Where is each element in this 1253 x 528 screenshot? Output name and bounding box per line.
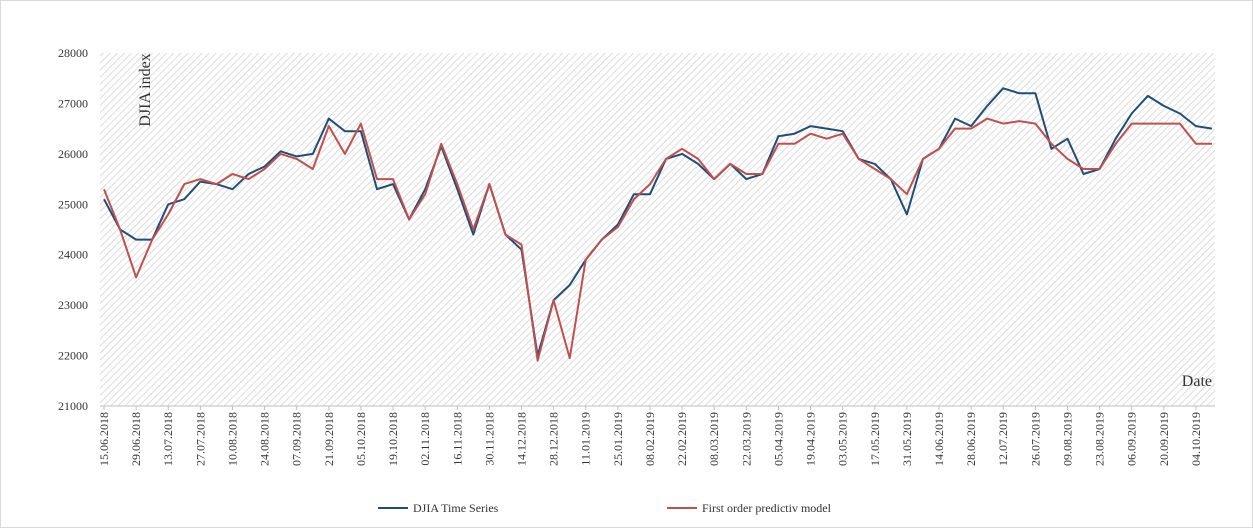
legend-label: First order predictiv model [702,501,832,515]
x-tick-label: 28.06.2019 [964,412,978,466]
x-tick-label: 07.09.2018 [290,412,304,466]
y-tick-label: 28000 [58,46,88,60]
series-line [103,117,1212,362]
x-tick-label: 22.03.2019 [739,412,753,466]
x-tick-label: 25.01.2019 [611,412,625,466]
x-tick-label: 04.10.2019 [1189,412,1203,466]
y-tick-label: 23000 [58,298,88,312]
x-tick-label: 30.11.2018 [482,412,496,466]
x-tick-label: 03.05.2019 [836,412,850,466]
x-tick-label: 15.06.2018 [97,412,111,466]
x-tick-label: 10.08.2018 [225,412,239,466]
y-tick-label: 25000 [58,197,88,211]
y-tick-label: 27000 [58,96,88,110]
x-tick-label: 14.06.2019 [932,412,946,466]
x-tick-label: 20.09.2019 [1157,412,1171,466]
x-axis-label: Date [1182,373,1212,390]
x-tick-label: 13.07.2018 [161,412,175,466]
y-tick-label: 22000 [58,349,88,363]
y-axis-label: DJIA index [137,53,154,126]
x-tick-label: 05.04.2019 [771,412,785,466]
plot-area [100,53,1215,406]
x-tick-label: 27.07.2018 [193,412,207,466]
x-tick-label: 16.11.2018 [450,412,464,466]
x-tick-label: 08.02.2019 [643,412,657,466]
x-tick-label: 02.11.2018 [418,412,432,466]
x-tick-label: 08.03.2019 [707,412,721,466]
x-tick-label: 26.07.2019 [1028,412,1042,466]
x-tick-label: 21.09.2018 [322,412,336,466]
x-tick-label: 06.09.2019 [1125,412,1139,466]
x-tick-label: 19.04.2019 [804,412,818,466]
x-tick-label: 19.10.2018 [386,412,400,466]
x-tick-label: 17.05.2019 [868,412,882,466]
y-tick-label: 26000 [58,147,88,161]
x-tick-label: 28.12.2018 [547,412,561,466]
x-tick-label: 23.08.2019 [1093,412,1107,466]
x-tick-label: 24.08.2018 [258,412,272,466]
x-tick-label: 12.07.2019 [996,412,1010,466]
legend-label: DJIA Time Series [413,501,499,515]
y-tick-label: 24000 [58,248,88,262]
y-tick-label: 21000 [58,399,88,413]
x-tick-label: 31.05.2019 [900,412,914,466]
x-tick-label: 29.06.2018 [129,412,143,466]
x-tick-label: 09.08.2019 [1060,412,1074,466]
x-tick-label: 14.12.2018 [515,412,529,466]
x-tick-label: 05.10.2018 [354,412,368,466]
x-tick-label: 22.02.2019 [675,412,689,466]
x-tick-label: 11.01.2019 [579,412,593,466]
series-line [103,87,1213,357]
